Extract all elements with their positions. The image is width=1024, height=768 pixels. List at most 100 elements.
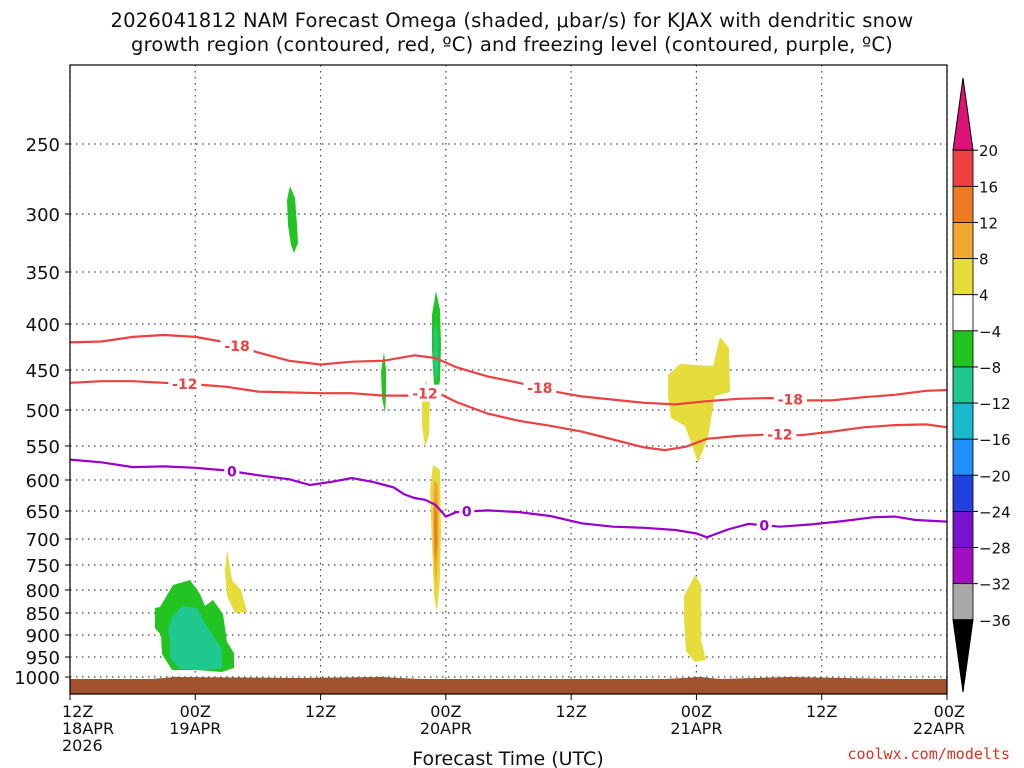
omega-blob-teal bbox=[168, 606, 222, 670]
y-tick-label: 250 bbox=[26, 135, 60, 156]
omega-blob-yellow bbox=[684, 575, 706, 662]
omega-blob-orange-core bbox=[434, 497, 437, 560]
x-tick-label: 12Z bbox=[305, 702, 336, 721]
x-tick-label: 12Z bbox=[62, 702, 93, 721]
contour-label: -18 bbox=[527, 381, 552, 397]
y-tick-label: 650 bbox=[26, 502, 60, 523]
colorbar-swatch bbox=[952, 547, 974, 585]
colorbar-arrow-bottom bbox=[952, 619, 974, 693]
colorbar-label: −28 bbox=[979, 540, 1011, 558]
contour-label: -12 bbox=[767, 428, 792, 444]
y-tick-label: 300 bbox=[26, 205, 60, 226]
contour-line bbox=[69, 458, 948, 539]
colorbar-label: −12 bbox=[979, 395, 1011, 413]
colorbar-label: −32 bbox=[979, 576, 1011, 594]
colorbar-label: 12 bbox=[979, 214, 998, 232]
colorbar-label: −8 bbox=[979, 359, 1001, 377]
x-tick-label: 00Z bbox=[681, 702, 712, 721]
colorbar-swatch bbox=[952, 185, 974, 223]
colorbar-arrow-top bbox=[952, 77, 974, 151]
x-tick-label: 12Z bbox=[806, 702, 837, 721]
colorbar-swatch bbox=[952, 402, 974, 440]
contour-label: -18 bbox=[778, 393, 803, 409]
colorbar-swatch bbox=[952, 330, 974, 368]
contour-line bbox=[69, 380, 948, 452]
contour-label: 0 bbox=[462, 505, 472, 521]
chart-title-line2: growth region (contoured, red, ºC) and f… bbox=[131, 33, 893, 56]
colorbar-label: −20 bbox=[979, 467, 1011, 485]
chart-title-line1: 2026041812 NAM Forecast Omega (shaded, μ… bbox=[110, 9, 914, 32]
y-tick-label: 950 bbox=[26, 648, 60, 669]
colorbar-label: −24 bbox=[979, 503, 1011, 521]
omega-shading bbox=[155, 186, 730, 672]
contour-label-bg bbox=[224, 462, 240, 480]
contour-label: -18 bbox=[224, 339, 249, 355]
terrain-band bbox=[70, 679, 947, 694]
y-tick-label: 550 bbox=[26, 437, 60, 458]
x-tick-label: 19APR bbox=[169, 719, 221, 738]
colorbar-swatch bbox=[952, 149, 974, 187]
colorbar-label: 4 bbox=[979, 287, 989, 305]
contour-label-bg bbox=[220, 336, 254, 354]
colorbar-legend: 20 16 12 8 4 −4 −8 −12 −16 −20 −24 −28 −32 −36 bbox=[952, 77, 1011, 693]
contour-label-bg bbox=[756, 516, 772, 534]
colorbar-swatch bbox=[952, 294, 974, 332]
x-tick-label: 12Z bbox=[555, 702, 586, 721]
colorbar-label: −36 bbox=[979, 612, 1011, 630]
y-tick-label: 900 bbox=[26, 626, 60, 647]
y-tick-label: 1000 bbox=[14, 668, 60, 689]
colorbar-swatch bbox=[952, 366, 974, 404]
omega-blob-yellow bbox=[668, 337, 730, 463]
y-tick-label: 350 bbox=[26, 263, 60, 284]
colorbar-swatch bbox=[952, 222, 974, 259]
y-tick-label: 500 bbox=[26, 401, 60, 422]
contour-label-bg bbox=[523, 379, 557, 397]
credit-text: coolwx.com/modelts bbox=[847, 745, 1010, 763]
y-axis: 2503003504004505005506006507007508008509… bbox=[14, 135, 70, 689]
omega-blob-teal bbox=[434, 320, 438, 382]
colorbar-swatch bbox=[952, 511, 974, 548]
omega-blob-green bbox=[381, 352, 386, 413]
omega-blob-yellow bbox=[225, 550, 247, 613]
omega-blob-green bbox=[287, 186, 298, 253]
y-tick-label: 450 bbox=[26, 361, 60, 382]
colorbar-label: 16 bbox=[979, 178, 998, 196]
y-tick-label: 800 bbox=[26, 581, 60, 602]
contour-label: -12 bbox=[412, 387, 437, 403]
colorbar-swatch bbox=[952, 438, 974, 476]
plot-frame bbox=[69, 64, 948, 695]
contour-label: 0 bbox=[759, 518, 769, 534]
contour-label: -12 bbox=[172, 377, 197, 393]
x-tick-label: 2026 bbox=[62, 736, 103, 755]
y-tick-label: 700 bbox=[26, 530, 60, 551]
colorbar-swatch bbox=[952, 583, 974, 621]
x-tick-label: 00Z bbox=[934, 702, 965, 721]
x-axis-label: Forecast Time (UTC) bbox=[412, 748, 603, 768]
colorbar-swatch bbox=[952, 474, 974, 512]
colorbar-label: −16 bbox=[979, 431, 1011, 449]
contour-label-bg bbox=[773, 390, 807, 408]
colorbar-swatch bbox=[952, 258, 974, 296]
terrain-bumps bbox=[70, 677, 947, 681]
colorbar-label: 20 bbox=[979, 142, 998, 160]
x-tick-label: 00Z bbox=[430, 702, 461, 721]
x-tick-label: 22APR bbox=[913, 719, 965, 738]
contour-label-bg bbox=[459, 502, 475, 520]
contour-label-bg bbox=[168, 374, 202, 392]
colorbar-label: −4 bbox=[979, 323, 1001, 341]
x-tick-label: 18APR bbox=[62, 719, 114, 738]
x-tick-label: 20APR bbox=[420, 719, 472, 738]
temperature-contours: -18 -18 -18 -12 -12 -12 0 0 0 bbox=[69, 333, 948, 539]
y-tick-label: 850 bbox=[26, 604, 60, 625]
contour-label-bg bbox=[763, 425, 797, 443]
contour-label-bg bbox=[408, 384, 442, 402]
colorbar-label: 8 bbox=[979, 251, 989, 269]
x-tick-label: 21APR bbox=[670, 719, 722, 738]
contour-label: 0 bbox=[227, 464, 237, 480]
y-tick-label: 750 bbox=[26, 556, 60, 577]
y-tick-label: 600 bbox=[26, 471, 60, 492]
y-tick-label: 400 bbox=[26, 315, 60, 336]
x-tick-label: 00Z bbox=[180, 702, 211, 721]
